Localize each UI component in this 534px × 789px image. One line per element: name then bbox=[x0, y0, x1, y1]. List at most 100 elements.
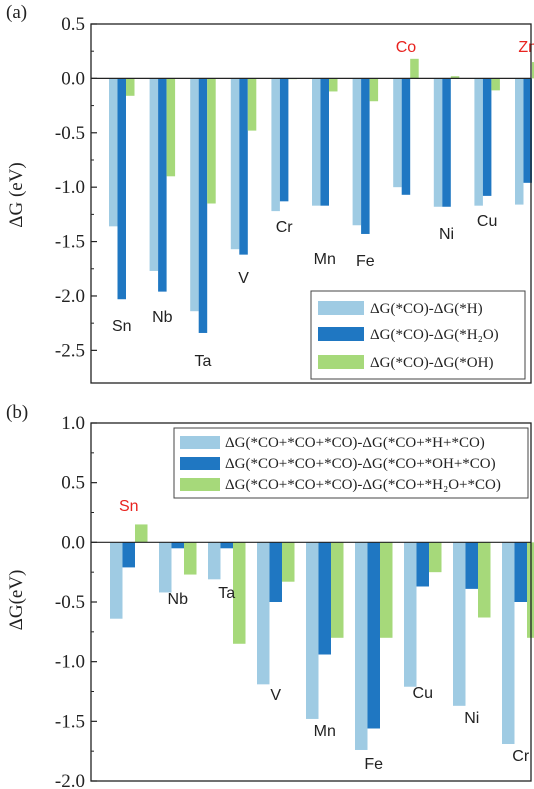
category-label-cu: Cu bbox=[477, 213, 497, 230]
category-label-cu: Cu bbox=[413, 685, 433, 702]
bar-zn-series-1 bbox=[515, 78, 524, 205]
bar-sn-series-1 bbox=[109, 78, 118, 227]
category-label-sn: Sn bbox=[112, 318, 132, 335]
bar-mn-series-1 bbox=[306, 542, 319, 719]
panel-b-legend-box bbox=[173, 427, 529, 499]
panel-a-legend-label-3: ΔG(*CO)-ΔG(*OH) bbox=[370, 355, 493, 371]
bar-sn-series-2 bbox=[122, 542, 135, 568]
bar-ta-series-2 bbox=[198, 78, 208, 333]
panel-b-category-labels: Sn Nb Ta V Mn Fe Cu Ni Cr bbox=[119, 498, 530, 773]
bar-ta-series-3 bbox=[233, 542, 246, 644]
bar-ni-series-3 bbox=[478, 542, 491, 618]
bar-ni-series-2 bbox=[442, 78, 451, 207]
bar-ni-series-1 bbox=[433, 78, 443, 207]
panel-b-legend-swatch-3 bbox=[180, 478, 220, 491]
bar-cu-series-1 bbox=[404, 542, 417, 687]
category-label-nb: Nb bbox=[168, 591, 189, 608]
bar-cu-series-1 bbox=[474, 78, 483, 206]
panel-a-plot-frame bbox=[90, 23, 532, 384]
panel-a-legend-swatch-2 bbox=[318, 327, 364, 341]
panel-b-legend-label-1: ΔG(*CO+*CO+*CO)-ΔG(*CO+*H+*CO) bbox=[225, 435, 485, 451]
panel-b-legend-label-2: ΔG(*CO+*CO+*CO)-ΔG(*CO+*OH+*CO) bbox=[225, 456, 496, 472]
bar-ni-series-2 bbox=[465, 542, 478, 589]
category-label-ni: Ni bbox=[439, 226, 454, 243]
y-tick-label: 1.0 bbox=[61, 413, 85, 434]
bar-cu-series-2 bbox=[482, 78, 492, 196]
bar-fe-series-2 bbox=[367, 542, 380, 729]
y-tick-label: -0.5 bbox=[55, 592, 85, 613]
bar-nb-series-1 bbox=[149, 78, 159, 271]
panel-a-label: (a) bbox=[6, 2, 27, 23]
category-label-mn: Mn bbox=[314, 723, 336, 740]
bar-v-series-1 bbox=[257, 542, 270, 685]
panel-a-legend: ΔG(*CO)-ΔG(*H) ΔG(*CO)-ΔG(*H₂O) ΔG(*CO)-… bbox=[310, 290, 526, 380]
bar-sn-series-3 bbox=[135, 524, 148, 543]
category-label-cr: Cr bbox=[512, 748, 530, 765]
bar-co-series-1 bbox=[393, 78, 402, 188]
y-tick-label: -2.5 bbox=[55, 340, 85, 361]
panel-a-bars bbox=[91, 58, 534, 333]
bar-ni-series-3 bbox=[450, 76, 460, 79]
bar-ni-series-1 bbox=[453, 542, 466, 706]
bar-cr-series-1 bbox=[271, 78, 280, 212]
bar-fe-series-2 bbox=[361, 78, 370, 234]
bar-mn-series-3 bbox=[329, 78, 338, 92]
bar-cr-series-2 bbox=[514, 542, 527, 602]
bar-fe-series-1 bbox=[355, 542, 368, 750]
bar-zn-series-3 bbox=[532, 62, 534, 79]
y-tick-label: 0.0 bbox=[61, 532, 85, 553]
y-tick-label: -1.5 bbox=[55, 232, 85, 253]
category-label-ta: Ta bbox=[218, 585, 235, 602]
bar-co-series-2 bbox=[401, 78, 411, 195]
panel-b-y-axis-label: ΔG(eV) bbox=[6, 570, 27, 631]
category-label-sn: Sn bbox=[119, 498, 139, 515]
category-label-v: V bbox=[270, 687, 281, 704]
panel-a-legend-label-1: ΔG(*CO)-ΔG(*H) bbox=[370, 301, 483, 317]
bar-sn-series-1 bbox=[110, 542, 123, 619]
category-label-cr: Cr bbox=[276, 219, 294, 236]
category-label-co: Co bbox=[396, 39, 417, 56]
category-label-ta: Ta bbox=[194, 353, 211, 370]
panel-a-legend-swatch-1 bbox=[318, 301, 364, 315]
panel-a-y-axis-label: ΔG (eV) bbox=[6, 162, 27, 228]
y-tick-label: -2.0 bbox=[55, 286, 85, 307]
bar-ta-series-2 bbox=[220, 542, 233, 549]
bar-ta-series-1 bbox=[190, 78, 199, 312]
panel-a-category-labels: Sn Nb Ta V Cr Mn Fe Co Ni Cu Zn bbox=[112, 39, 534, 370]
bar-fe-series-1 bbox=[352, 78, 362, 226]
panel-a: (a) ΔG (eV) 0.5 0.0 -0.5 -1.0 -1.5 -2.0 -2.5 S… bbox=[6, 2, 534, 384]
category-label-mn: Mn bbox=[314, 251, 336, 268]
bar-nb-series-3 bbox=[184, 542, 197, 575]
panel-b-bars bbox=[91, 524, 534, 750]
bar-nb-series-3 bbox=[166, 78, 176, 177]
bar-v-series-2 bbox=[239, 78, 248, 255]
category-label-fe: Fe bbox=[364, 756, 383, 773]
panel-b-legend-swatch-1 bbox=[180, 436, 220, 449]
bar-fe-series-3 bbox=[369, 78, 379, 102]
bar-zn-series-2 bbox=[523, 78, 532, 183]
y-tick-label: -1.0 bbox=[55, 652, 85, 673]
category-label-ni: Ni bbox=[464, 710, 479, 727]
panel-b: (b) ΔG(eV) 1.0 0.5 0.0 -0.5 -1.0 -1.5 -2.0 Sn N… bbox=[6, 402, 534, 789]
y-tick-label: 0.5 bbox=[61, 473, 85, 494]
y-tick-label: -2.0 bbox=[55, 771, 85, 789]
bar-co-series-3 bbox=[410, 58, 419, 79]
bar-fe-series-3 bbox=[380, 542, 393, 638]
panel-b-legend-swatch-2 bbox=[180, 457, 220, 470]
panel-b-plot-frame bbox=[90, 422, 532, 782]
panel-b-legend-label-3: ΔG(*CO+*CO+*CO)-ΔG(*CO+*H₂O+*CO) bbox=[225, 477, 501, 493]
bar-cr-series-2 bbox=[279, 78, 289, 202]
y-tick-label: -0.5 bbox=[55, 123, 85, 144]
panel-a-legend-swatch-3 bbox=[318, 355, 364, 369]
bar-mn-series-3 bbox=[331, 542, 344, 638]
panel-b-y-ticks: 1.0 0.5 0.0 -0.5 -1.0 -1.5 -2.0 bbox=[55, 413, 97, 789]
bar-cr-series-1 bbox=[502, 542, 515, 745]
y-tick-label: 0.5 bbox=[61, 14, 85, 35]
bar-sn-series-3 bbox=[126, 78, 135, 96]
y-tick-label: -1.0 bbox=[55, 177, 85, 198]
y-tick-label: -1.5 bbox=[55, 711, 85, 732]
bar-nb-series-1 bbox=[159, 542, 172, 593]
bar-v-series-3 bbox=[282, 542, 295, 582]
bar-v-series-1 bbox=[230, 78, 240, 250]
